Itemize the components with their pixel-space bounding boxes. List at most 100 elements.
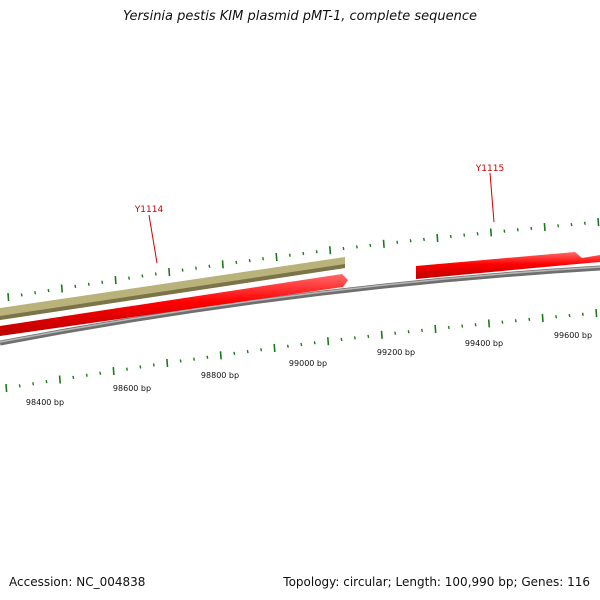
tick-mark [166, 358, 169, 368]
tick-mark [168, 267, 171, 277]
gene-label-y1115: Y1115 [475, 164, 504, 174]
tick-mark [327, 337, 330, 346]
tick-mark [47, 288, 50, 293]
tick-mark [32, 382, 35, 386]
gene-label-leader [489, 172, 495, 223]
tick-mark [355, 245, 358, 249]
tick-mark [597, 217, 600, 227]
tick-mark [273, 343, 276, 353]
tick-mark [449, 234, 452, 239]
tick-mark [315, 250, 318, 254]
tick-mark [60, 284, 63, 293]
tick-mark [423, 237, 425, 242]
tick-mark [489, 228, 493, 237]
tick-mark [409, 239, 412, 243]
tick-mark [367, 334, 370, 339]
tick-mark [99, 371, 102, 375]
tick-label-98800: 98800 bp [201, 371, 239, 380]
tick-mark [233, 351, 236, 356]
tick-mark [221, 260, 224, 269]
tick-mark [396, 240, 399, 244]
tick-mark [530, 226, 533, 231]
sequence-backbone [0, 265, 600, 346]
tick-mark [516, 228, 519, 232]
tick-mark [557, 224, 560, 228]
tick-mark [72, 375, 75, 380]
tick-mark [152, 363, 155, 367]
tick-mark [193, 357, 195, 361]
tick-mark [543, 223, 546, 232]
tick-mark [407, 330, 410, 334]
accession-text: Accession: NC_004838 [9, 575, 146, 589]
tick-mark [340, 337, 343, 342]
tick-mark [139, 365, 142, 369]
tick-mark [382, 239, 385, 248]
tick-mark [208, 264, 211, 268]
tick-mark [501, 320, 504, 324]
tick-label-99000: 99000 bp [289, 359, 327, 368]
tick-label-99400: 99400 bp [465, 339, 503, 348]
tick-mark [87, 282, 90, 286]
tick-mark [342, 246, 345, 251]
tick-mark [34, 291, 37, 295]
tick-mark [45, 379, 48, 384]
gene-label-y1114: Y1114 [134, 205, 164, 215]
tick-mark [487, 319, 491, 328]
tick-mark [353, 336, 356, 340]
tick-mark [248, 258, 251, 263]
tick-mark [476, 232, 479, 236]
tick-mark [5, 383, 8, 393]
tick-mark [286, 344, 289, 348]
tick-mark [541, 314, 544, 323]
tick-mark [246, 349, 249, 354]
tick-mark [101, 280, 104, 284]
gene-label-leader [148, 214, 158, 264]
tick-mark [128, 276, 130, 280]
tick-mark [262, 257, 265, 261]
tick-mark [528, 317, 531, 322]
tick-mark [380, 330, 383, 339]
tick-label-99200: 99200 bp [377, 348, 415, 357]
tick-mark [114, 276, 117, 285]
tick-mark [302, 251, 305, 256]
tick-mark [18, 384, 21, 388]
tick-mark [7, 292, 10, 302]
tick-mark [461, 324, 464, 328]
tick-mark [85, 373, 88, 377]
tick-mark [313, 341, 316, 345]
tick-mark [260, 348, 263, 352]
lower-tick-track [5, 308, 598, 393]
tick-mark [570, 222, 573, 227]
tick-label-98400: 98400 bp [26, 398, 64, 407]
tick-mark [141, 274, 144, 278]
tick-mark [179, 359, 182, 363]
tick-mark [288, 253, 291, 257]
tick-mark [195, 266, 197, 270]
tick-mark [20, 293, 23, 297]
tick-mark [583, 221, 586, 225]
sequence-summary: Topology: circular; Length: 100,990 bp; … [283, 575, 590, 589]
tick-mark [463, 233, 466, 237]
tick-mark [555, 315, 558, 319]
upper-tick-track [7, 217, 600, 302]
tick-mark [126, 367, 128, 371]
tick-mark [568, 313, 571, 318]
tick-mark [514, 319, 517, 323]
tick-label-99600: 99600 bp [554, 331, 592, 340]
tick-mark [219, 351, 222, 360]
tick-mark [300, 342, 303, 347]
tick-mark [235, 260, 238, 265]
tick-mark [503, 229, 506, 233]
tick-mark [474, 323, 477, 327]
tick-mark [206, 355, 209, 359]
tick-mark [434, 324, 437, 333]
tick-mark [581, 312, 584, 316]
feature-bar [0, 257, 345, 320]
tick-mark [394, 331, 397, 335]
tick-mark [436, 233, 439, 242]
tick-mark [112, 367, 115, 376]
gene-y1114[interactable] [0, 274, 348, 336]
gene-y1115[interactable] [416, 252, 600, 279]
tick-label-98600: 98600 bp [113, 384, 151, 393]
